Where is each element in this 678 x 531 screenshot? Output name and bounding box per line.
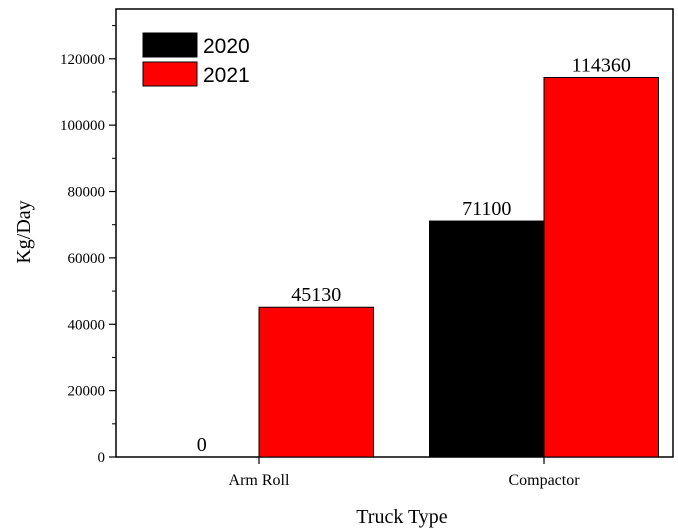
legend: 2020 2021 xyxy=(142,32,250,87)
x-tick-label: Arm Roll xyxy=(229,472,290,489)
legend-swatch-2020 xyxy=(142,32,198,58)
data-label-2020-arm-roll: 0 xyxy=(197,434,207,456)
plot-frame xyxy=(115,8,674,458)
data-label-2021-arm-roll: 45130 xyxy=(291,284,341,306)
legend-swatch-2021 xyxy=(142,61,198,87)
y-tick-label: 0 xyxy=(98,450,106,466)
data-label-2020-compactor: 71100 xyxy=(462,198,511,220)
bars-layer xyxy=(258,76,659,458)
y-tick-label: 100000 xyxy=(60,118,105,134)
bar-2020-compactor xyxy=(429,220,545,458)
bar-2021-compactor xyxy=(543,76,659,458)
y-tick-label: 20000 xyxy=(68,384,106,400)
y-axis-title: Kg/Day xyxy=(13,200,35,263)
y-tick-label: 120000 xyxy=(60,52,105,68)
data-labels: 0 45130 71100 114360 xyxy=(197,54,631,456)
data-label-2021-compactor: 114360 xyxy=(572,54,631,76)
y-tick-label: 40000 xyxy=(68,317,106,333)
legend-label-2021: 2021 xyxy=(203,64,250,87)
legend-label-2020: 2020 xyxy=(203,35,250,58)
x-axis-title: Truck Type xyxy=(356,506,448,528)
x-axis: Arm Roll Compactor xyxy=(229,457,580,489)
y-tick-label: 80000 xyxy=(68,185,106,201)
y-axis: 0 20000 40000 60000 80000 100000 120000 xyxy=(60,25,116,466)
bar-2021-arm-roll xyxy=(258,306,374,458)
y-tick-label: 60000 xyxy=(68,251,106,267)
x-tick-label: Compactor xyxy=(508,472,580,489)
